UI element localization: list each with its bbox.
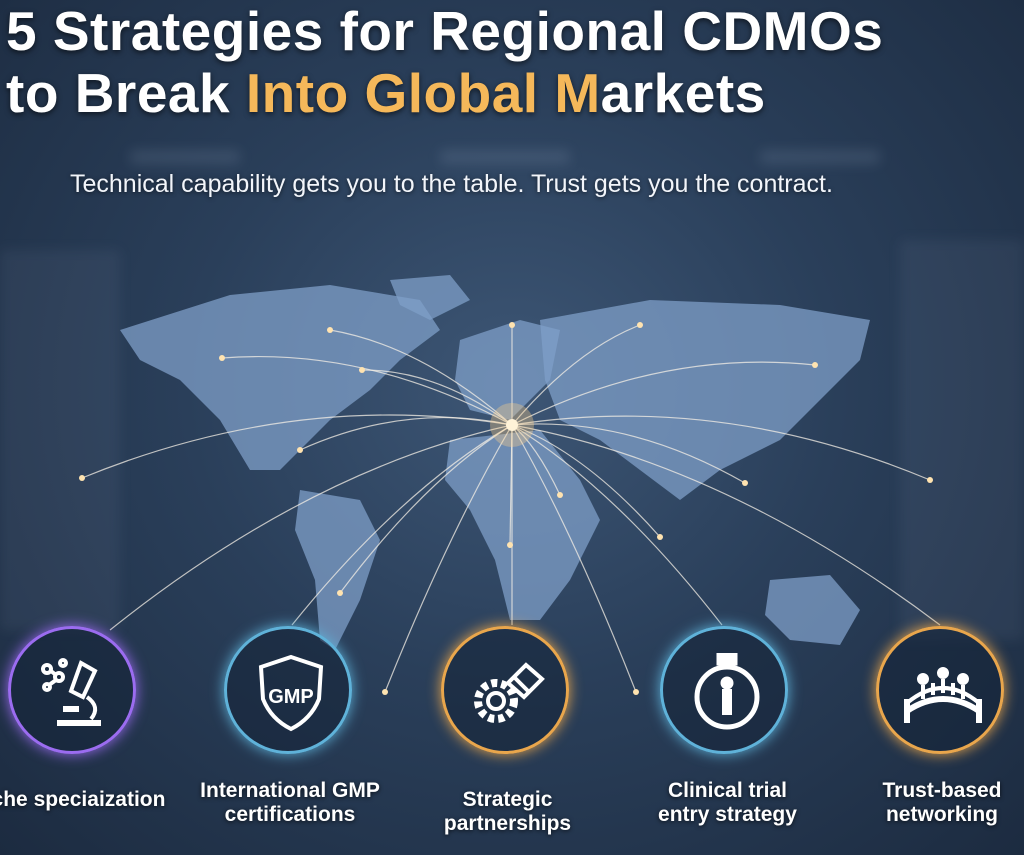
endpoint-dot: [812, 362, 818, 368]
title-line2-prefix: to Break: [6, 62, 246, 124]
endpoint-dot: [79, 475, 85, 481]
title-highlight: Into Global M: [245, 62, 601, 124]
endpoint-dot: [637, 322, 643, 328]
connection-arc: [299, 416, 513, 451]
strategy-ring-niche: [8, 626, 136, 754]
connection-arc: [329, 329, 513, 426]
strategy-ring-gmp: GMP: [224, 626, 352, 754]
europe: [455, 320, 560, 420]
north-america: [120, 285, 440, 470]
background-shelf: [900, 240, 1024, 640]
connection-arc: [511, 361, 816, 426]
connection-arc: [511, 424, 561, 496]
connection-arc: [511, 424, 661, 538]
microscope-molecule-icon: [41, 658, 101, 726]
strategy-ring-partnerships: [441, 626, 569, 754]
endpoint-dot: [507, 542, 513, 548]
strategy-label-niche: Niche speciaization: [0, 788, 166, 811]
gmp-shield-icon: GMP: [258, 654, 324, 732]
connection-arc: [339, 424, 513, 594]
strategy-ring-networking: [876, 626, 1004, 754]
strategy-label-partnerships: Strategic partnerships: [443, 788, 572, 835]
endpoint-dot: [742, 480, 748, 486]
connection-arc: [221, 355, 513, 426]
strategy-ring-clinical: [660, 626, 788, 754]
continents: [120, 275, 870, 650]
africa: [445, 430, 600, 620]
bridge-people-icon: [904, 667, 982, 723]
connection-arc: [511, 423, 746, 484]
page-title: 5 Strategies for Regional CDMOs to Break …: [6, 0, 883, 124]
endpoint-dot: [297, 447, 303, 453]
stopwatch-person-icon: [694, 653, 760, 730]
endpoint-dot: [557, 492, 563, 498]
connection-arc: [511, 415, 931, 481]
connection-arc: [511, 424, 637, 693]
endpoint-dot: [509, 322, 515, 328]
background-shelf: [0, 250, 120, 630]
endpoint-dot: [327, 327, 333, 333]
strategy-label-networking: Trust-based networking: [882, 779, 1002, 826]
hub-point: [506, 419, 518, 431]
gmp-text: GMP: [268, 686, 314, 708]
connection-arc: [384, 424, 513, 693]
australia: [765, 575, 860, 645]
greenland: [390, 275, 470, 320]
endpoint-dot: [927, 477, 933, 483]
connection-arc: [109, 424, 513, 631]
strategy-label-gmp: International GMP certifications: [200, 779, 380, 826]
endpoint-dot: [633, 689, 639, 695]
title-line1: 5 Strategies for Regional CDMOs: [6, 0, 884, 62]
title-line2-suffix: arkets: [600, 62, 766, 124]
background-light: [440, 150, 570, 164]
background-light: [130, 150, 240, 164]
connection-arcs: [81, 324, 941, 693]
connection-arc: [511, 424, 941, 626]
connection-arc: [291, 424, 513, 626]
south-america: [295, 490, 380, 650]
endpoint-dot: [219, 355, 225, 361]
asia: [540, 300, 870, 500]
background-light: [760, 150, 880, 164]
strategy-label-clinical: Clinical trial entry strategy: [658, 779, 797, 826]
connection-arc: [511, 424, 723, 626]
endpoint-dot: [382, 689, 388, 695]
endpoint-dot: [337, 590, 343, 596]
endpoint-dots: [79, 322, 933, 695]
connection-arc: [511, 324, 641, 426]
gear-handshake-icon: [474, 662, 545, 723]
endpoint-dot: [657, 534, 663, 540]
endpoint-dot: [359, 367, 365, 373]
subtitle: Technical capability gets you to the tab…: [70, 170, 833, 198]
connection-arc: [361, 369, 513, 426]
